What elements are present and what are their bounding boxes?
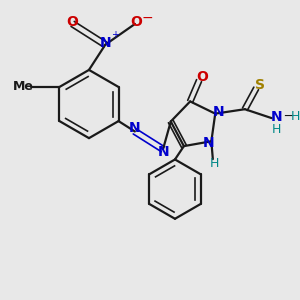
Text: O: O: [130, 15, 142, 28]
Text: N: N: [100, 36, 111, 50]
Text: +: +: [111, 30, 119, 40]
Text: N: N: [271, 110, 283, 124]
Text: S: S: [255, 78, 265, 92]
Text: H: H: [291, 110, 300, 123]
Text: −: −: [142, 11, 153, 24]
Text: N: N: [213, 105, 225, 119]
Text: N: N: [202, 136, 214, 150]
Text: Me: Me: [13, 80, 33, 94]
Text: N: N: [158, 145, 170, 159]
Text: O: O: [67, 15, 79, 28]
Text: H: H: [272, 123, 282, 136]
Text: N: N: [129, 122, 141, 136]
Text: O: O: [196, 70, 208, 84]
Text: ─: ─: [284, 110, 292, 123]
Text: H: H: [210, 157, 219, 170]
